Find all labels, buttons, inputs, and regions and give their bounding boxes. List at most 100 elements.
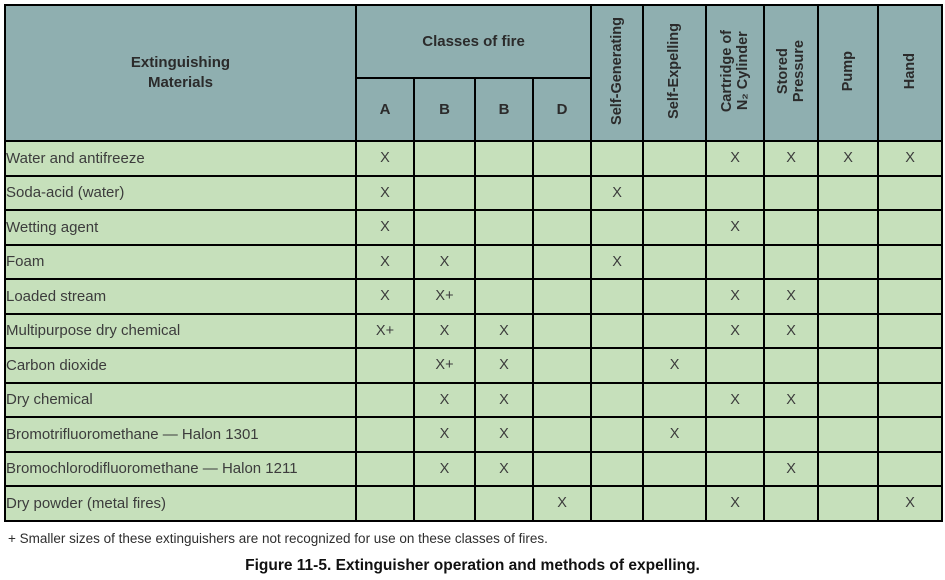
matrix-cell (474, 209, 534, 246)
matrix-cell: X (355, 140, 415, 177)
self-expelling-header: Self-Expelling (642, 4, 708, 142)
class-d-header: D (531, 77, 593, 142)
matrix-cell (642, 381, 708, 418)
matrix-cell: X (642, 347, 708, 384)
footnote: + Smaller sizes of these extinguishers a… (8, 530, 548, 546)
matrix-cell (705, 347, 766, 384)
matrix-cell (817, 174, 880, 211)
matrix-cell (877, 243, 944, 280)
matrix-cell (413, 209, 476, 246)
table-row: Wetting agent X X (4, 209, 944, 246)
matrix-cell (763, 174, 820, 211)
matrix-cell: X (763, 278, 820, 315)
matrix-cell: X (474, 347, 534, 384)
matrix-cell: X (705, 209, 766, 246)
cartridge-n2-cylinder-label: Cartridge of N₂ Cylinder (718, 29, 752, 113)
matrix-cell: X (413, 243, 476, 280)
header-row-top: Extinguishing Materials Classes of fire … (4, 4, 944, 142)
matrix-cell (355, 450, 415, 487)
matrix-cell (817, 347, 880, 384)
row-label: Soda-acid (water) (4, 174, 357, 211)
matrix-cell (642, 312, 708, 349)
matrix-cell (531, 416, 593, 453)
matrix-cell: X (413, 450, 476, 487)
matrix-cell: X (355, 209, 415, 246)
matrix-cell (590, 209, 645, 246)
matrix-cell (877, 174, 944, 211)
pump-label: Pump (839, 50, 856, 92)
matrix-cell (590, 450, 645, 487)
table-row: Soda-acid (water) X X (4, 174, 944, 211)
extinguishing-materials-header: Extinguishing Materials (4, 4, 357, 142)
matrix-cell (642, 278, 708, 315)
pump-header: Pump (817, 4, 880, 142)
matrix-cell (590, 381, 645, 418)
matrix-cell: X (705, 140, 766, 177)
header-row-class-letters: A B B D (5, 77, 942, 142)
table-row: Carbon dioxide X+ X X (4, 347, 944, 384)
matrix-cell (531, 381, 593, 418)
matrix-cell: X (705, 312, 766, 349)
matrix-cell (877, 278, 944, 315)
matrix-cell: X (474, 312, 534, 349)
matrix-cell (642, 174, 708, 211)
row-label: Water and antifreeze (4, 140, 357, 177)
matrix-cell: X (642, 416, 708, 453)
table-row: Water and antifreeze X X X X X (4, 140, 944, 177)
stored-pressure-header: Stored Pressure (763, 4, 820, 142)
matrix-cell: X (705, 278, 766, 315)
matrix-cell (590, 347, 645, 384)
matrix-cell: X (877, 140, 944, 177)
matrix-cell (474, 243, 534, 280)
matrix-cell (474, 278, 534, 315)
matrix-cell (531, 278, 593, 315)
class-b2-header: B (474, 77, 534, 142)
matrix-cell (763, 243, 820, 280)
self-expelling-label: Self-Expelling (666, 23, 683, 119)
matrix-cell: X (763, 450, 820, 487)
matrix-cell: X (413, 312, 476, 349)
matrix-cell (413, 174, 476, 211)
matrix-cell (531, 174, 593, 211)
self-generating-header: Self-Generating (590, 4, 645, 142)
matrix-cell (817, 485, 880, 522)
matrix-cell: X (590, 174, 645, 211)
matrix-cell (531, 347, 593, 384)
row-label: Dry powder (metal fires) (4, 485, 357, 522)
figure-caption: Figure 11-5. Extinguisher operation and … (245, 556, 700, 574)
matrix-cell (817, 450, 880, 487)
table-row: Dry chemical X X X X (4, 381, 944, 418)
hand-label: Hand (901, 52, 918, 90)
matrix-cell: X (474, 416, 534, 453)
row-label: Dry chemical (4, 381, 357, 418)
matrix-cell (705, 416, 766, 453)
row-label: Multipurpose dry chemical (4, 312, 357, 349)
matrix-cell (474, 174, 534, 211)
matrix-cell: X (474, 450, 534, 487)
classes-of-fire-header: Classes of fire (354, 4, 593, 79)
matrix-cell: X (474, 381, 534, 418)
matrix-cell (877, 347, 944, 384)
matrix-cell (590, 312, 645, 349)
matrix-cell (877, 381, 944, 418)
matrix-cell: X (763, 140, 820, 177)
row-label: Bromotrifluoromethane — Halon 1301 (4, 416, 357, 453)
self-generating-label: Self-Generating (608, 17, 625, 125)
matrix-cell (474, 140, 534, 177)
matrix-cell: X (355, 278, 415, 315)
matrix-cell (590, 416, 645, 453)
matrix-cell: X (817, 140, 880, 177)
matrix-cell (355, 381, 415, 418)
matrix-cell (642, 243, 708, 280)
matrix-cell (642, 209, 708, 246)
matrix-cell (877, 450, 944, 487)
matrix-cell (355, 347, 415, 384)
table-row: Dry powder (metal fires) X X X (4, 485, 944, 522)
matrix-cell: X (705, 381, 766, 418)
matrix-cell (355, 485, 415, 522)
table-row: Bromochlorodifluoromethane — Halon 1211 X… (4, 450, 944, 487)
matrix-cell (413, 485, 476, 522)
matrix-cell (817, 312, 880, 349)
row-label: Wetting agent (4, 209, 357, 246)
